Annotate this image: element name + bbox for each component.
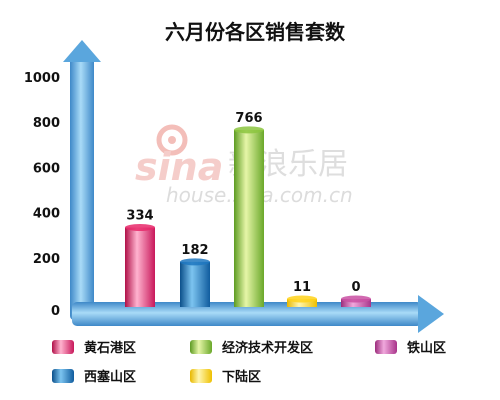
bar-cap <box>341 295 371 303</box>
y-axis-bar <box>70 58 94 320</box>
legend-label: 铁山区 <box>406 340 446 356</box>
bar-value-label: 182 <box>181 243 208 258</box>
bar-value-label: 334 <box>126 209 153 224</box>
legend-label: 经济技术开发区 <box>222 340 313 356</box>
bar: 0 <box>341 280 371 307</box>
y-tick-label: 1000 <box>24 71 60 86</box>
legend-item: 经济技术开发区 <box>190 340 313 356</box>
bar-cap <box>234 126 264 134</box>
legend-swatch <box>52 369 74 383</box>
bar-cap <box>180 258 210 266</box>
bar-value-label: 0 <box>351 280 360 295</box>
x-axis-arrow-icon <box>418 295 444 333</box>
legend-swatch <box>375 340 397 354</box>
legend-label: 黄石港区 <box>84 340 136 356</box>
bar-body <box>341 299 371 307</box>
legend-item: 黄石港区 <box>52 340 136 356</box>
legend-item: 下陆区 <box>190 369 261 385</box>
bar: 182 <box>180 243 210 307</box>
y-tick-label: 0 <box>51 304 60 319</box>
legend-label: 西塞山区 <box>84 369 136 385</box>
legend-swatch <box>190 369 212 383</box>
bar-cap <box>125 224 155 232</box>
y-tick-label: 200 <box>33 252 60 267</box>
y-tick-label: 800 <box>33 116 60 131</box>
watermark-eye-icon <box>156 124 188 156</box>
bar-value-label: 11 <box>293 280 311 295</box>
bar-cap <box>287 295 317 303</box>
legend-swatch <box>190 340 212 354</box>
y-tick-label: 600 <box>33 161 60 176</box>
bar: 766 <box>234 111 264 307</box>
bar: 334 <box>125 209 155 307</box>
y-tick-label: 400 <box>33 207 60 222</box>
legend-label: 下陆区 <box>222 369 261 385</box>
bar-body <box>125 227 155 307</box>
bar-body <box>234 129 264 307</box>
watermark-brand-latin: sina <box>135 145 223 189</box>
y-axis-arrow-icon <box>63 40 101 62</box>
y-axis <box>63 40 101 320</box>
bar-body <box>287 299 317 307</box>
chart-title: 六月份各区销售套数 <box>165 20 346 44</box>
bar: 11 <box>287 280 317 307</box>
legend-item: 铁山区 <box>375 340 446 356</box>
watermark-eye-pupil <box>168 136 176 144</box>
bar-value-label: 766 <box>235 111 262 126</box>
x-axis-bar <box>72 302 422 326</box>
x-axis <box>72 295 444 333</box>
bar-body <box>180 261 210 307</box>
legend-item: 西塞山区 <box>52 369 136 385</box>
legend-swatch <box>52 340 74 354</box>
